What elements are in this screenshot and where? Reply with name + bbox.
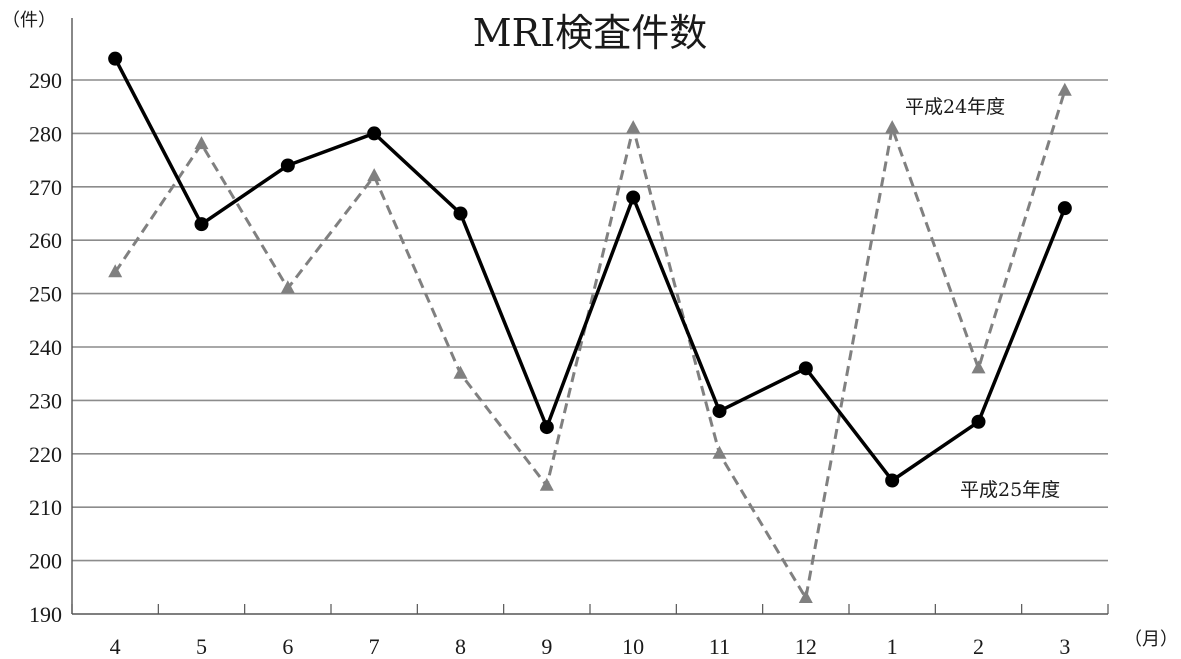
y-tick-label: 240 bbox=[29, 335, 62, 360]
x-tick-label: 6 bbox=[282, 634, 293, 659]
data-point-h25 bbox=[798, 361, 813, 376]
axes bbox=[71, 18, 1109, 615]
data-point-h25 bbox=[194, 217, 209, 232]
y-tick-label: 280 bbox=[29, 121, 62, 146]
series-label-h24: 平成24年度 bbox=[905, 96, 1005, 118]
y-tick-label: 230 bbox=[29, 388, 62, 413]
gridlines bbox=[72, 79, 1108, 562]
data-point-h24 bbox=[885, 120, 900, 134]
y-axis-unit: （件） bbox=[2, 10, 56, 31]
data-point-h24 bbox=[367, 168, 382, 182]
data-point-h24 bbox=[194, 136, 209, 150]
y-tick-label: 220 bbox=[29, 442, 62, 467]
y-tick-label: 270 bbox=[29, 175, 62, 200]
x-tick-label: 5 bbox=[196, 634, 207, 659]
data-point-h25 bbox=[453, 206, 468, 221]
x-tick-label: 12 bbox=[795, 634, 817, 659]
x-tick-label: 4 bbox=[110, 634, 121, 659]
x-tick-label: 11 bbox=[709, 634, 730, 659]
x-tick-label: 9 bbox=[541, 634, 552, 659]
x-tick-label: 1 bbox=[887, 634, 898, 659]
series-lines bbox=[108, 51, 1072, 603]
series-line-h25 bbox=[113, 57, 1067, 483]
x-tick-label: 2 bbox=[973, 634, 984, 659]
data-point-h25 bbox=[539, 420, 554, 435]
data-point-h24 bbox=[712, 445, 727, 459]
y-tick-label: 250 bbox=[29, 282, 62, 307]
series-label-h25: 平成25年度 bbox=[960, 479, 1060, 501]
data-point-h24 bbox=[280, 280, 295, 294]
data-point-h25 bbox=[885, 473, 900, 488]
x-tick-label: 8 bbox=[455, 634, 466, 659]
x-axis-unit: （月） bbox=[1124, 629, 1178, 650]
x-tick-label: 7 bbox=[369, 634, 380, 659]
data-point-h24 bbox=[453, 365, 468, 379]
data-point-h25 bbox=[971, 414, 986, 429]
x-tick-label: 3 bbox=[1059, 634, 1070, 659]
y-tick-label: 210 bbox=[29, 495, 62, 520]
data-point-h24 bbox=[108, 264, 123, 278]
y-tick-label: 200 bbox=[29, 549, 62, 574]
y-tick-label: 190 bbox=[29, 602, 62, 627]
data-point-h25 bbox=[280, 158, 295, 173]
data-point-h24 bbox=[626, 120, 641, 134]
y-tick-label: 290 bbox=[29, 68, 62, 93]
series-line-h24 bbox=[113, 90, 1067, 600]
data-point-h25 bbox=[712, 404, 727, 419]
data-point-h24 bbox=[798, 590, 813, 603]
data-point-h25 bbox=[1057, 201, 1072, 216]
data-point-h25 bbox=[626, 190, 641, 205]
data-point-h24 bbox=[971, 360, 986, 374]
data-point-h25 bbox=[367, 126, 382, 141]
chart-title: MRI検査件数 bbox=[473, 11, 708, 55]
data-point-h24 bbox=[539, 477, 554, 491]
data-point-h25 bbox=[108, 51, 123, 66]
data-point-h24 bbox=[1057, 82, 1072, 96]
x-tick-label: 10 bbox=[622, 634, 644, 659]
y-tick-label: 260 bbox=[29, 228, 62, 253]
